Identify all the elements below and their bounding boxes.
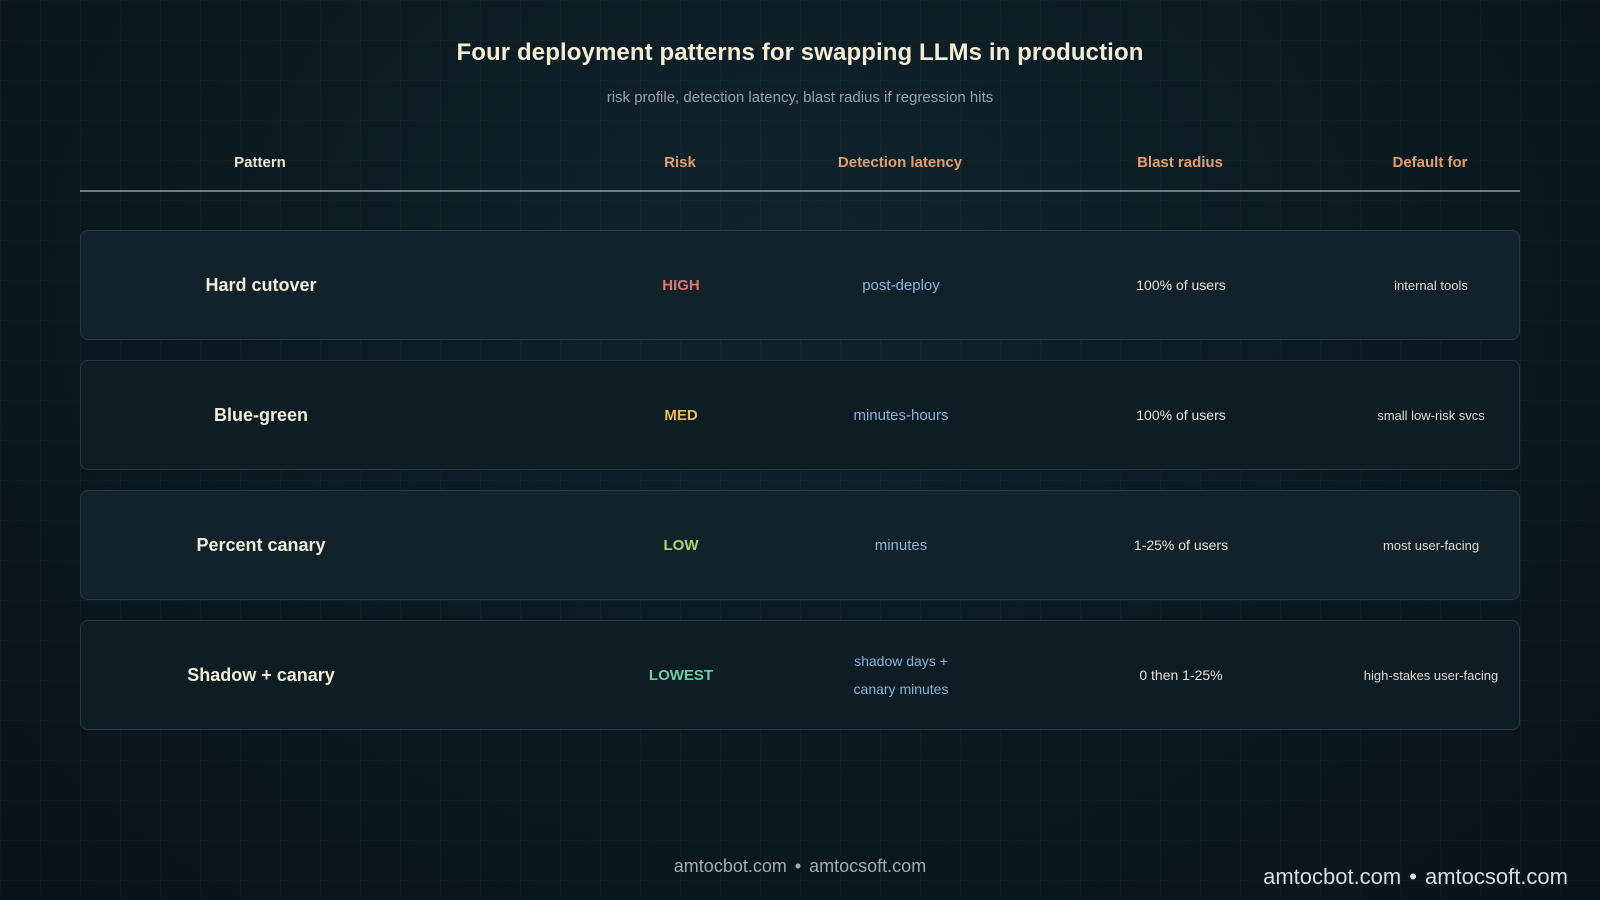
detection-latency-lines: minutes-hours bbox=[853, 407, 948, 424]
corner-watermark: amtocbot.com • amtocsoft.com bbox=[1263, 864, 1568, 890]
default-for: most user-facing bbox=[1382, 537, 1480, 553]
detection-latency-line: minutes-hours bbox=[853, 406, 949, 424]
detection-latency-line: canary minutes bbox=[853, 681, 949, 697]
table-row: Shadow + canary LOWEST shadow days + canary… bbox=[80, 620, 1520, 730]
table-row: Hard cutover HIGH post-deploy 100% of users… bbox=[80, 230, 1520, 340]
risk-badge: LOW bbox=[663, 536, 699, 554]
blast-radius: 1-25% of users bbox=[1133, 537, 1229, 553]
detection-latency-lines: minutes bbox=[875, 537, 928, 554]
table-row: Blue-green MED minutes-hours 100% of users s… bbox=[80, 360, 1520, 470]
column-header-risk: Risk bbox=[664, 154, 696, 171]
page-title: Four deployment patterns for swapping LL… bbox=[456, 39, 1144, 66]
risk-badge: LOWEST bbox=[648, 666, 714, 684]
default-for: small low-risk svcs bbox=[1377, 407, 1485, 423]
footer-site-amtocbot[interactable]: amtocbot.com bbox=[673, 856, 787, 876]
default-for: high-stakes user-facing bbox=[1363, 667, 1499, 683]
corner-site-amtocsoft: amtocsoft.com bbox=[1424, 864, 1568, 889]
blast-radius: 100% of users bbox=[1136, 277, 1226, 293]
detection-latency: shadow days + canary minutes bbox=[854, 621, 949, 729]
footer-separator: • bbox=[794, 856, 802, 876]
risk-badge: HIGH bbox=[662, 276, 700, 294]
blast-radius: 100% of users bbox=[1136, 407, 1226, 423]
pattern-name: Hard cutover bbox=[205, 274, 317, 295]
footer-site-amtocsoft[interactable]: amtocsoft.com bbox=[809, 856, 927, 876]
column-header-pattern: Pattern bbox=[234, 154, 286, 171]
corner-separator: • bbox=[1409, 864, 1417, 889]
detection-latency: minutes bbox=[875, 491, 928, 599]
default-for: internal tools bbox=[1394, 277, 1468, 293]
footer-links: amtocbot.com • amtocsoft.com bbox=[0, 856, 1600, 877]
detection-latency: minutes-hours bbox=[853, 361, 948, 469]
column-header-blast-radius: Blast radius bbox=[1137, 154, 1223, 171]
risk-badge: MED bbox=[664, 406, 698, 424]
corner-site-amtocbot: amtocbot.com bbox=[1263, 864, 1402, 889]
page-subtitle: risk profile, detection latency, blast r… bbox=[606, 89, 994, 106]
pattern-name: Percent canary bbox=[196, 534, 326, 555]
detection-latency-line: post-deploy bbox=[862, 276, 940, 294]
detection-latency-line: shadow days + bbox=[854, 653, 948, 669]
pattern-name: Blue-green bbox=[213, 404, 309, 425]
column-header-detection-latency: Detection latency bbox=[837, 154, 963, 171]
blast-radius: 0 then 1-25% bbox=[1139, 667, 1223, 683]
detection-latency-lines: post-deploy bbox=[862, 277, 940, 294]
table-header: Pattern Risk Detection latency Blast rad… bbox=[80, 140, 1520, 190]
header-divider bbox=[80, 190, 1520, 192]
table-row: Percent canary LOW minutes 1-25% of users mo… bbox=[80, 490, 1520, 600]
detection-latency-lines: shadow days + canary minutes bbox=[854, 647, 949, 703]
detection-latency: post-deploy bbox=[862, 231, 940, 339]
column-header-default-for: Default for bbox=[1392, 154, 1468, 171]
detection-latency-line: minutes bbox=[874, 536, 928, 554]
pattern-name: Shadow + canary bbox=[187, 664, 335, 685]
